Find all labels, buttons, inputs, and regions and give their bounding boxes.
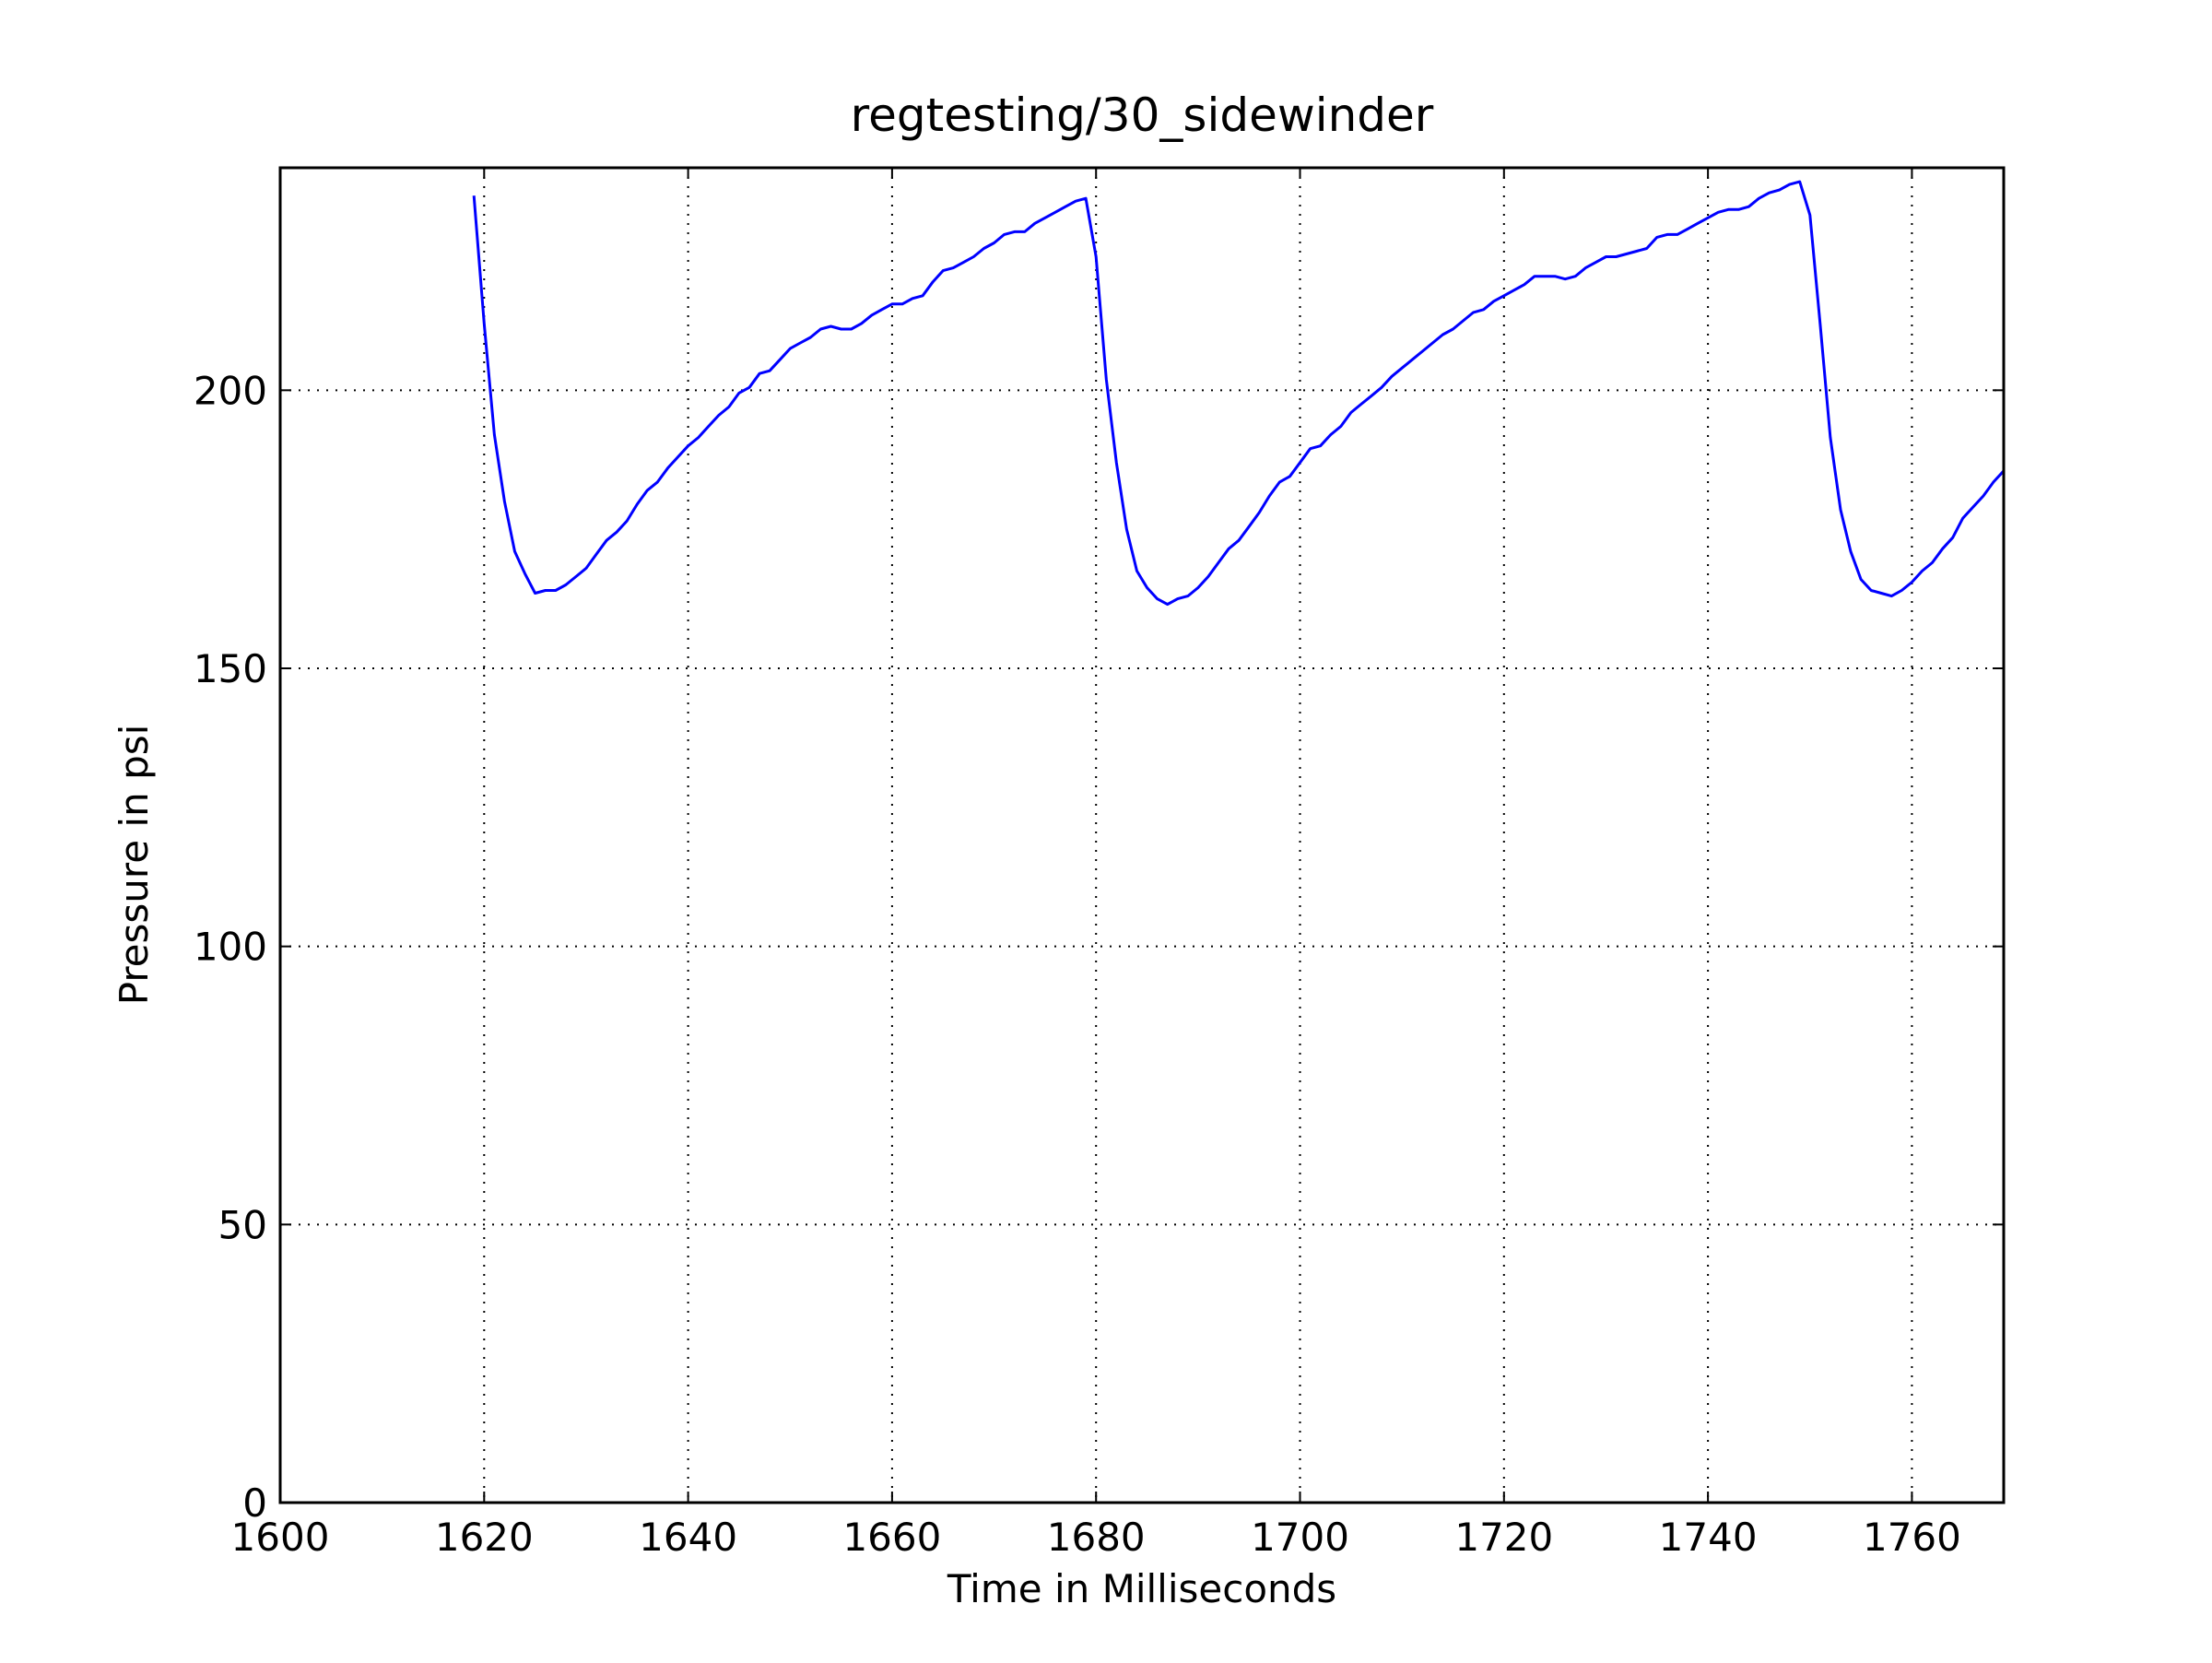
x-tick-label: 1700 (1251, 1515, 1349, 1560)
y-tick-label: 0 (242, 1480, 267, 1526)
x-tick-label: 1640 (639, 1515, 737, 1560)
x-tick-label: 1740 (1659, 1515, 1758, 1560)
y-axis-label: Pressure in psi (112, 725, 157, 1006)
y-tick-label: 200 (194, 368, 267, 413)
y-tick-label: 50 (218, 1202, 267, 1247)
y-tick-label: 100 (194, 925, 267, 970)
x-tick-label: 1600 (231, 1515, 330, 1560)
chart-title: regtesting/30_sidewinder (851, 88, 1434, 142)
grid (279, 168, 2004, 1503)
x-tick-label: 1760 (1863, 1515, 1961, 1560)
plot-area-frame (278, 166, 2006, 1504)
x-axis-label: Time in Milliseconds (947, 1566, 1336, 1611)
x-tick-label: 1660 (842, 1515, 941, 1560)
y-tick-label: 150 (194, 646, 267, 691)
axis-ticks: 1600 1620 1640 1660 1680 1700 1720 1740 1760 0 50 1… (194, 168, 2004, 1560)
x-tick-label: 1680 (1047, 1515, 1146, 1560)
x-tick-label: 1720 (1454, 1515, 1553, 1560)
series-line (472, 180, 2006, 607)
x-tick-label: 1620 (435, 1515, 534, 1560)
